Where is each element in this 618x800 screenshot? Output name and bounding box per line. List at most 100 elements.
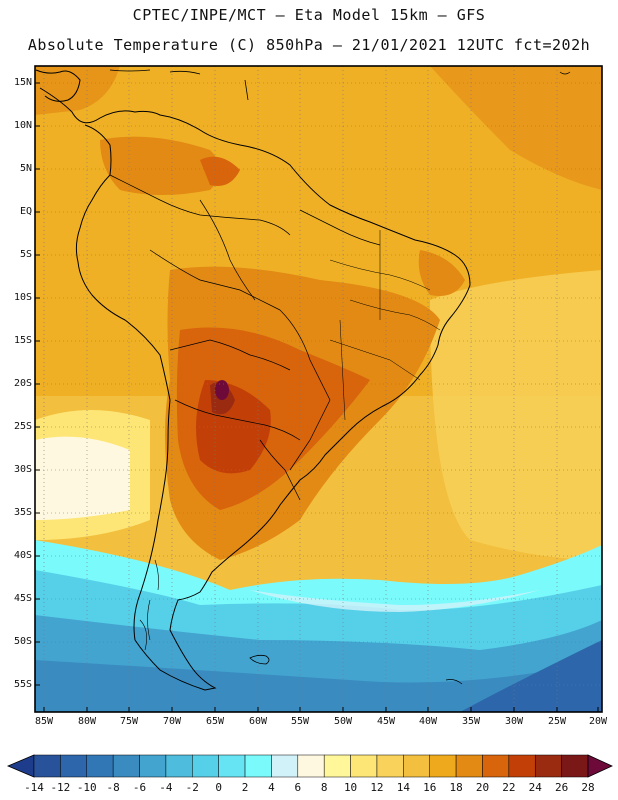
colorbar-label: 28: [581, 781, 595, 794]
lon-label: 20W: [588, 716, 608, 727]
map-title: CPTEC/INPE/MCT — Eta Model 15km — GFS: [132, 6, 486, 24]
colorbar-swatch: [192, 754, 219, 778]
colorbar-swatch: [218, 754, 246, 778]
colorbar-swatch: [376, 754, 404, 778]
lon-label: 85W: [34, 716, 54, 727]
colorbar-swatch: [271, 754, 299, 778]
field-atlantic-ne: [430, 66, 602, 190]
lon-label: 55W: [290, 716, 310, 727]
colorbar-swatch: [165, 754, 193, 778]
brazil-state-lines: [329, 230, 441, 421]
axis-ticks: [35, 82, 599, 712]
lat-label: 15S: [13, 335, 32, 346]
colorbar-swatch: [33, 754, 61, 778]
lon-label: 60W: [248, 716, 268, 727]
field-atlantic-yellow: [430, 270, 602, 560]
lon-label: 45W: [376, 716, 396, 727]
lon-label: 70W: [162, 716, 182, 727]
colorbar-label: 4: [268, 781, 275, 794]
colorbar-swatch: [323, 754, 351, 778]
lon-label: 40W: [418, 716, 438, 727]
colorbar-label: 26: [554, 781, 569, 794]
lon-label: 50W: [333, 716, 353, 727]
field-maximum: [215, 380, 229, 400]
south-america-coastline: [39, 87, 471, 691]
lon-label: 25W: [547, 716, 567, 727]
andean-lakes: [139, 559, 159, 651]
colorbar-swatch: [244, 754, 272, 778]
lat-label: 35S: [13, 507, 32, 518]
colorbar-swatch: [403, 754, 430, 778]
falkland-islands: [249, 654, 270, 665]
colorbar-swatch: [508, 754, 536, 778]
colorbar-swatch: [561, 754, 589, 778]
field-venezuela-hot: [200, 156, 240, 186]
colorbar-swatch: [112, 754, 140, 778]
lat-label: 30S: [13, 464, 32, 475]
field-pacific-pale: [35, 436, 130, 520]
colorbar-swatch: [60, 754, 88, 778]
colorbar-label: 2: [241, 781, 249, 794]
colorbar-label: -12: [50, 781, 71, 794]
colorbar-swatch: [534, 754, 562, 778]
colorbar-arrow-low: [6, 754, 35, 778]
map-frame: [34, 65, 603, 713]
colorbar-swatch: [350, 754, 378, 778]
colorbar-label: 0: [215, 781, 222, 794]
colorbar-label: 14: [396, 781, 410, 794]
colorbar-label: 18: [449, 781, 463, 794]
colorbar-label: 10: [343, 781, 358, 794]
map-subtitle: Absolute Temperature (C) 850hPa — 21/01/…: [27, 36, 591, 54]
lat-label: 10S: [13, 292, 32, 303]
colorbar-label: 6: [294, 781, 302, 794]
lon-label: 35W: [461, 716, 481, 727]
lon-label: 80W: [77, 716, 97, 727]
lat-label: 20S: [13, 378, 32, 389]
colorbar-label: -14: [24, 781, 44, 794]
lat-label: 50S: [13, 636, 32, 647]
lat-label: 5S: [19, 249, 32, 260]
caribbean-islands: [109, 69, 571, 101]
colorbar-label: 20: [475, 781, 490, 794]
lat-label: 15N: [13, 77, 32, 88]
field-cold-5: [460, 640, 602, 712]
colorbar-arrow-high: [587, 754, 613, 778]
lat-label: 5N: [19, 163, 32, 174]
field-ne-brazil: [418, 250, 465, 296]
country-borders: [109, 174, 381, 501]
graticule: [35, 66, 602, 712]
colorbar-label: -10: [76, 781, 97, 794]
colorbar-label: -2: [185, 781, 199, 794]
colorbar-label: 16: [423, 781, 437, 794]
colorbar-swatch: [139, 754, 167, 778]
colorbar-label: 8: [320, 781, 328, 794]
lat-label: 40S: [13, 550, 32, 561]
colorbar-swatch: [429, 754, 457, 778]
lat-label: 10N: [13, 120, 32, 131]
lat-label: 55S: [13, 679, 32, 690]
lat-label: 45S: [13, 593, 32, 604]
colorbar-label: 24: [528, 781, 542, 794]
lat-label: 25S: [13, 421, 32, 432]
lon-label: 30W: [504, 716, 524, 727]
lat-label: EQ: [19, 206, 32, 217]
colorbar-label: -4: [159, 781, 173, 794]
colorbar-swatch: [455, 754, 483, 778]
temperature-field: [35, 66, 602, 712]
central-america-coast: [35, 69, 81, 102]
south-georgia: [445, 679, 463, 685]
colorbar-swatch: [482, 754, 510, 778]
lon-label: 75W: [119, 716, 139, 727]
colorbar-label: 12: [370, 781, 384, 794]
field-pale-band: [250, 590, 540, 612]
colorbar: [6, 754, 613, 778]
colorbar-swatch: [297, 754, 325, 778]
colorbar-label: 22: [502, 781, 516, 794]
field-colombia-warm: [100, 136, 220, 195]
colorbar-swatch: [86, 754, 114, 778]
lon-label: 65W: [205, 716, 225, 727]
colorbar-label: -8: [106, 781, 120, 794]
colorbar-label: -6: [132, 781, 147, 794]
field-cold-4: [35, 660, 602, 712]
